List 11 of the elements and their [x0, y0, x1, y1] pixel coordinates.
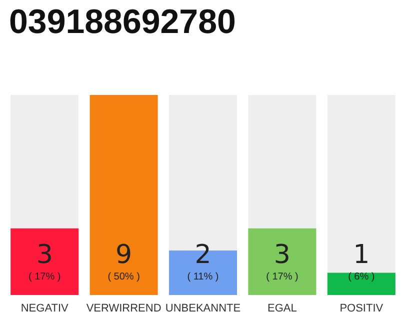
x-tick-label: POSITIV: [340, 302, 384, 314]
data-label: 3 ( 17% ): [266, 240, 298, 282]
x-tick-label: UNBEKANNTE: [165, 302, 241, 314]
data-label: 9 ( 50% ): [108, 240, 140, 282]
chart-title: 039188692780: [9, 3, 236, 41]
x-tick-label: NEGATIV: [20, 302, 69, 314]
data-label: 1 ( 6% ): [348, 240, 375, 282]
x-tick-label: VERWIRREND: [86, 302, 162, 314]
x-tick-label: EGAL: [268, 302, 297, 314]
bar: [327, 272, 396, 295]
data-label: 3 ( 17% ): [28, 240, 61, 282]
